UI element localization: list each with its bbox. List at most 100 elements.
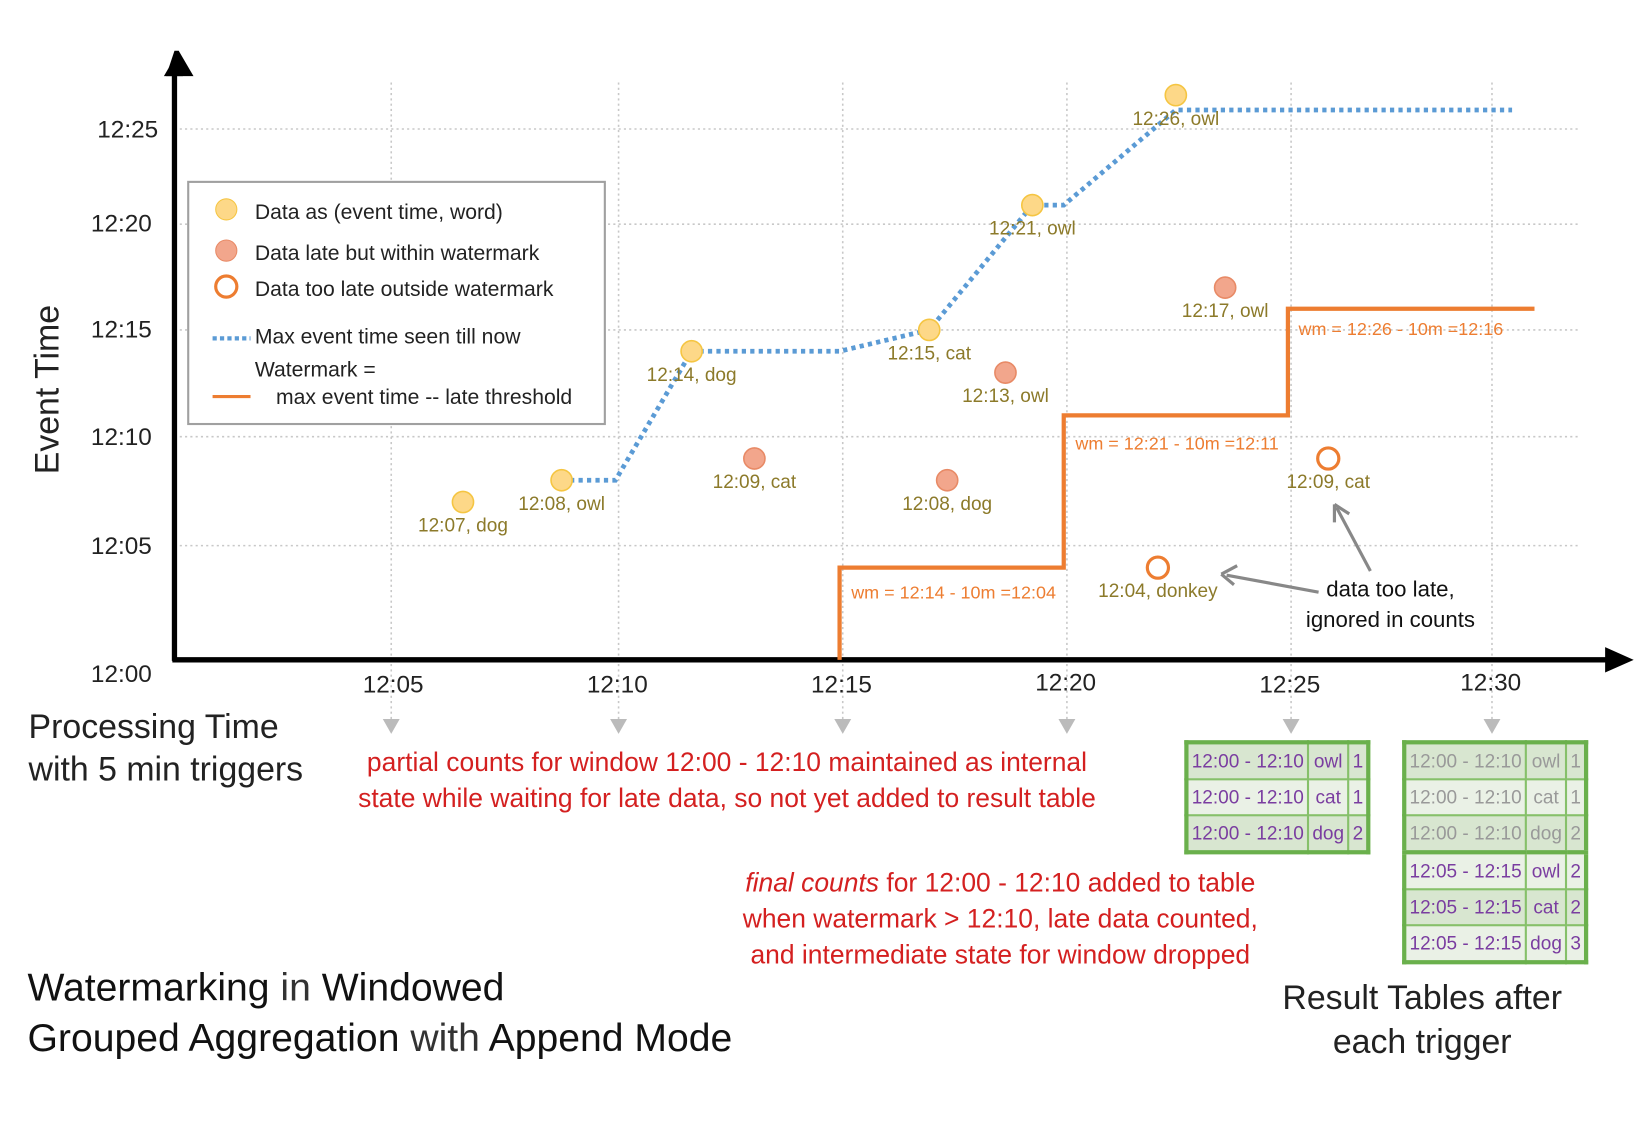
legend-label: Data as (event time, word) — [254, 200, 503, 224]
data-point-label: 12:08, owl — [518, 494, 605, 515]
legend-item-data: Data as (event time, word) — [213, 196, 503, 230]
y-tick-label: 12:25 — [97, 115, 159, 143]
trigger-arrow-icon — [1483, 719, 1501, 734]
x-tick-label: 12:20 — [1035, 668, 1097, 696]
cell-word: owl — [1524, 741, 1568, 781]
y-tick-label: 12:00 — [90, 659, 152, 688]
caption-line: Result Tables after — [1282, 978, 1563, 1017]
legend-label: max event time -- late threshold — [275, 385, 573, 410]
cell-count: 1 — [1347, 778, 1370, 817]
result-row: 12:00 - 12:10 dog 2 — [1185, 814, 1370, 854]
cell-word: dog — [1307, 814, 1350, 854]
late-data-circle — [994, 361, 1017, 384]
final-counts-note: final counts for 12:00 - 12:10 added to … — [730, 865, 1271, 973]
late-data-circle — [743, 447, 766, 470]
title-text: in — [269, 965, 322, 1009]
annotation-line: ignored in counts — [1305, 608, 1476, 633]
annotation-arrow — [1226, 573, 1319, 594]
result-table-1230: 12:00 - 12:10 owl 1 12:00 - 12:10 cat 1 12:00 … — [1402, 740, 1589, 965]
y-tick-label: 12:15 — [90, 315, 152, 343]
cell-word: cat — [1524, 888, 1568, 927]
title-text: with — [399, 1016, 489, 1060]
data-point-label: 12:04, donkey — [1098, 581, 1218, 602]
title-line: Watermarking in Windowed — [27, 962, 732, 1013]
title-bold: Append Mode — [488, 1016, 733, 1060]
cell-count: 1 — [1347, 741, 1370, 781]
late-data-circle — [935, 468, 959, 492]
legend-item-too-late: Data too late outside watermark — [213, 273, 554, 307]
cell-word: dog — [1524, 814, 1568, 854]
watermark-line — [837, 306, 1535, 660]
title-bold: Windowed — [321, 965, 505, 1009]
x-tick-label: 12:15 — [811, 670, 872, 698]
arrowhead-icon — [1332, 503, 1351, 523]
cell-word: dog — [1524, 924, 1568, 964]
cell-count: 2 — [1565, 814, 1588, 854]
salmon-circle-icon — [215, 239, 238, 262]
trigger-arrow-icon — [382, 719, 400, 734]
annotation-line: data too late, — [1326, 577, 1455, 602]
x-tick-label: 12:10 — [586, 670, 648, 698]
y-tick-label: 12:05 — [90, 531, 152, 560]
y-axis-arrowhead-icon — [163, 50, 194, 77]
cell-word: cat — [1307, 778, 1350, 817]
cell-window: 12:00 - 12:10 — [1403, 741, 1527, 781]
data-point: 12:14, dog — [647, 339, 737, 386]
on-time-data-circle — [1020, 193, 1044, 217]
legend-item-late: Data late but within watermark — [213, 237, 540, 271]
data-point-label: 12:17, owl — [1182, 301, 1269, 322]
arrowhead-icon — [1220, 564, 1238, 586]
data-point: 12:15, cat — [887, 318, 972, 365]
y-tick-label: 12:10 — [90, 422, 152, 451]
note-line: and intermediate state for window droppe… — [750, 940, 1251, 970]
trigger-arrow-icon — [610, 719, 628, 734]
too-late-data-circle — [1145, 555, 1171, 580]
title-bold: Watermarking — [27, 965, 270, 1009]
result-table-1225: 12:00 - 12:10 owl 1 12:00 - 12:10 cat 1 12:00 … — [1184, 740, 1371, 855]
on-time-data-circle — [451, 490, 475, 514]
data-point: 12:04, donkey — [1098, 555, 1218, 602]
data-point-label: 12:26, owl — [1132, 109, 1219, 130]
cell-count: 2 — [1565, 888, 1588, 927]
cell-word: owl — [1307, 741, 1350, 781]
max-event-time-line — [561, 107, 1513, 483]
title-line: Grouped Aggregation with Append Mode — [27, 1013, 732, 1064]
on-time-data-circle — [1164, 83, 1188, 107]
x-tick-label: 12:25 — [1259, 670, 1321, 698]
partial-counts-note: partial counts for window 12:00 - 12:10 … — [344, 744, 1111, 816]
annotation-arrow — [1335, 506, 1372, 572]
result-row: 12:00 - 12:10 owl 1 — [1185, 741, 1370, 781]
x-axis-title-line: with 5 min triggers — [28, 749, 304, 788]
result-row: 12:05 - 12:15 cat 2 — [1403, 888, 1588, 927]
final-counts-emphasis: final counts — [745, 868, 880, 898]
cell-word: owl — [1524, 850, 1568, 891]
note-line: final counts for 12:00 - 12:10 added to … — [730, 865, 1271, 901]
data-point-label: 12:07, dog — [418, 516, 508, 537]
result-row: 12:05 - 12:15 dog 3 — [1403, 924, 1588, 964]
data-point: 12:08, owl — [518, 468, 605, 515]
data-point-label: 12:14, dog — [647, 365, 737, 386]
cell-word: cat — [1524, 778, 1568, 817]
solid-line-icon — [212, 394, 251, 399]
data-point-label: 12:08, dog — [902, 494, 992, 515]
result-row: 12:00 - 12:10 cat 1 — [1403, 778, 1588, 817]
legend-label: Data too late outside watermark — [254, 277, 554, 301]
on-time-data-circle — [680, 339, 703, 363]
note-line: partial counts for window 12:00 - 12:10 … — [366, 747, 1087, 778]
hollow-circle-icon — [214, 274, 239, 299]
diagram-title: Watermarking in Windowed Grouped Aggrega… — [27, 962, 732, 1064]
x-axis-title: Processing Time with 5 min triggers — [29, 705, 304, 790]
too-late-annotation: data too late, ignored in counts — [1306, 574, 1475, 635]
legend-label: Data late but within watermark — [254, 241, 540, 265]
y-tick-label: 12:20 — [90, 209, 152, 237]
note-line: state while waiting for late data, so no… — [358, 783, 1096, 814]
on-time-data-circle — [550, 468, 573, 492]
watermark-label: wm = 12:21 - 10m =12:11 — [1074, 433, 1278, 453]
cell-count: 2 — [1347, 814, 1370, 854]
legend-label: Watermark = — [254, 358, 376, 382]
trigger-arrow-icon — [1282, 719, 1300, 734]
x-tick-label: 12:30 — [1460, 668, 1522, 696]
cell-count: 1 — [1565, 778, 1588, 817]
y-axis-title: Event Time — [28, 304, 67, 475]
